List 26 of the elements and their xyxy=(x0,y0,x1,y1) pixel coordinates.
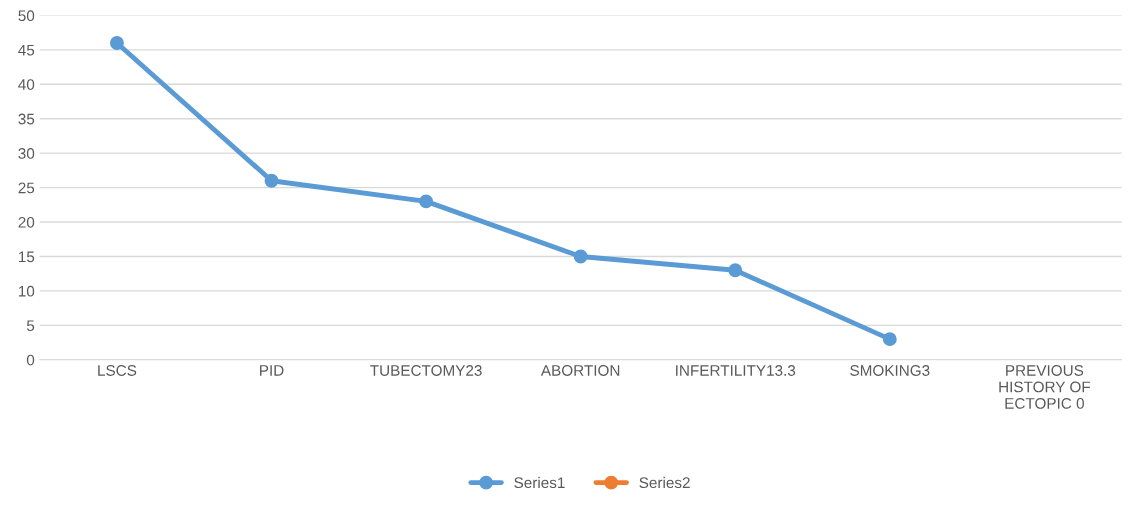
x-tick-label: TUBECTOMY23 xyxy=(370,365,482,376)
point xyxy=(109,36,124,50)
y-tick-label: 35 xyxy=(18,113,35,125)
x-tick-label: INFERTILITY13.3 xyxy=(676,365,796,376)
point xyxy=(573,249,588,264)
x-tick-label: SMOKING3 xyxy=(850,365,930,376)
y-tick-label: 20 xyxy=(18,216,35,228)
point xyxy=(264,173,279,188)
y-tick-label: 30 xyxy=(18,148,35,159)
x-tick-label: ABORTION xyxy=(540,365,620,376)
x-tick-label: PID xyxy=(260,365,284,376)
legend-label: Series2 xyxy=(639,476,690,489)
y-tick-label: 50 xyxy=(18,10,35,22)
y-tick-label: 25 xyxy=(18,182,35,194)
y-tick-label: 40 xyxy=(18,79,35,90)
y-tick-label: 5 xyxy=(26,320,35,332)
x-tick-label: LSCS xyxy=(98,365,137,376)
x-tick-label: PREVIOUS HISTORY OF ECTOPIC 0 xyxy=(999,365,1091,409)
y-tick-label: 10 xyxy=(18,285,35,297)
y-tick-label: 0 xyxy=(26,354,35,366)
y-tick-label: 15 xyxy=(18,251,35,263)
legend-label: Series1 xyxy=(514,476,565,489)
point xyxy=(728,263,743,278)
y-tick-label: 45 xyxy=(18,44,35,56)
point xyxy=(882,332,897,347)
point xyxy=(419,194,434,209)
